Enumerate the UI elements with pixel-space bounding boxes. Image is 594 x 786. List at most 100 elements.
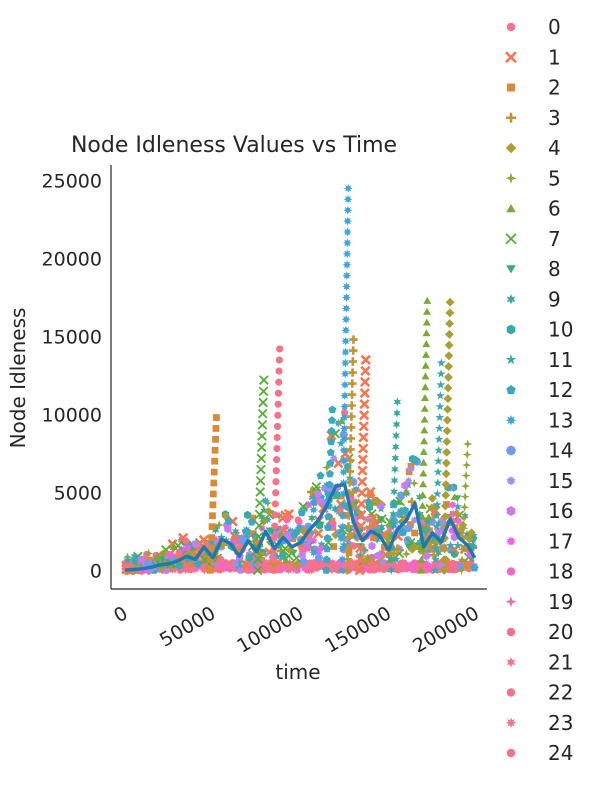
scatter-point	[271, 500, 279, 508]
scatter-point	[184, 540, 194, 549]
scatter-point	[348, 532, 356, 539]
scatter-point	[254, 562, 263, 572]
scatter-point	[231, 559, 240, 569]
scatter-point	[376, 525, 386, 534]
scatter-point	[275, 356, 283, 364]
scatter-point	[341, 304, 351, 313]
scatter-point	[207, 545, 215, 552]
scatter-point	[448, 500, 457, 510]
scatter-point	[419, 448, 428, 455]
scatter-point	[390, 476, 399, 485]
scatter-point	[298, 542, 306, 550]
scatter-point	[453, 502, 463, 511]
scatter-point	[345, 467, 355, 476]
scatter-point	[345, 549, 353, 557]
scatter-point	[304, 500, 313, 509]
legend-label: 20	[548, 620, 573, 644]
scatter-point	[407, 564, 415, 572]
scatter-point	[339, 456, 349, 466]
legend-marker	[506, 567, 516, 576]
scatter-point	[303, 544, 313, 553]
scatter-point	[348, 368, 357, 377]
scatter-point	[359, 376, 371, 388]
scatter-point	[340, 402, 350, 411]
scatter-point	[346, 445, 355, 454]
scatter-point	[463, 439, 473, 449]
legend-marker	[506, 385, 516, 394]
scatter-point	[273, 444, 281, 453]
scatter-point	[340, 413, 349, 422]
scatter-point	[249, 536, 259, 546]
scatter-point	[379, 557, 387, 567]
scatter-point	[298, 501, 309, 512]
scatter-point	[434, 456, 443, 465]
scatter-point	[450, 493, 459, 501]
scatter-point	[409, 542, 419, 552]
scatter-point	[326, 448, 335, 456]
scatter-point	[283, 514, 292, 523]
scatter-point	[298, 551, 306, 560]
scatter-point	[249, 514, 257, 522]
scatter-point	[269, 566, 278, 574]
y-tick-label: 5000	[54, 482, 102, 504]
scatter-point	[210, 468, 218, 476]
scatter-point	[324, 512, 333, 521]
scatter-point	[349, 335, 358, 344]
scatter-point	[181, 565, 190, 575]
x-axis-label: time	[275, 660, 320, 684]
scatter-point	[276, 345, 284, 353]
scatter-point	[422, 350, 430, 358]
scatter-point	[409, 478, 419, 488]
scatter-point	[345, 478, 354, 487]
scatter-point	[421, 361, 430, 369]
scatter-point	[374, 559, 384, 569]
scatter-point	[422, 329, 431, 337]
scatter-point	[411, 529, 418, 537]
scatter-point	[436, 380, 446, 389]
scatter-point	[417, 566, 426, 574]
scatter-point	[369, 518, 380, 529]
scatter-point	[235, 566, 244, 575]
scatter-point	[339, 540, 349, 549]
scatter-point	[434, 519, 443, 528]
scatter-point	[139, 566, 148, 575]
legend-marker	[505, 233, 517, 245]
scatter-point	[311, 482, 322, 492]
scatter-point	[342, 249, 352, 259]
scatter-point	[259, 375, 269, 385]
legend-label: 16	[548, 499, 573, 523]
scatter-point	[356, 498, 367, 509]
scatter-point	[440, 512, 450, 522]
legend-marker	[506, 627, 516, 637]
scatter-point	[346, 434, 356, 443]
scatter-point	[404, 523, 413, 533]
scatter-point	[360, 365, 371, 377]
scatter-point	[273, 433, 281, 442]
scatter-point	[340, 380, 350, 390]
scatter-point	[342, 271, 352, 281]
scatter-point	[165, 551, 175, 560]
scatter-point	[315, 561, 323, 571]
x-tick-label: 150000	[321, 602, 395, 657]
scatter-point	[317, 540, 326, 550]
scatter-point	[176, 561, 184, 570]
scatter-point	[417, 545, 426, 552]
scatter-point	[157, 564, 167, 574]
scatter-point	[385, 521, 395, 531]
scatter-point	[443, 383, 453, 393]
legend-label: 15	[548, 469, 573, 493]
scatter-point	[434, 548, 443, 558]
scatter-point	[436, 369, 446, 378]
scatter-point	[444, 372, 453, 382]
scatter-point	[433, 467, 443, 476]
scatter-point	[308, 513, 316, 523]
scatter-point	[170, 564, 180, 574]
scatter-point	[445, 319, 454, 328]
legend-marker	[506, 22, 516, 32]
scatter-point	[359, 387, 370, 399]
legend-label: 0	[548, 15, 561, 39]
legend-label: 1	[548, 45, 561, 69]
scatter-point	[258, 386, 269, 397]
scatter-point	[290, 530, 299, 539]
scatter-point	[445, 308, 455, 318]
